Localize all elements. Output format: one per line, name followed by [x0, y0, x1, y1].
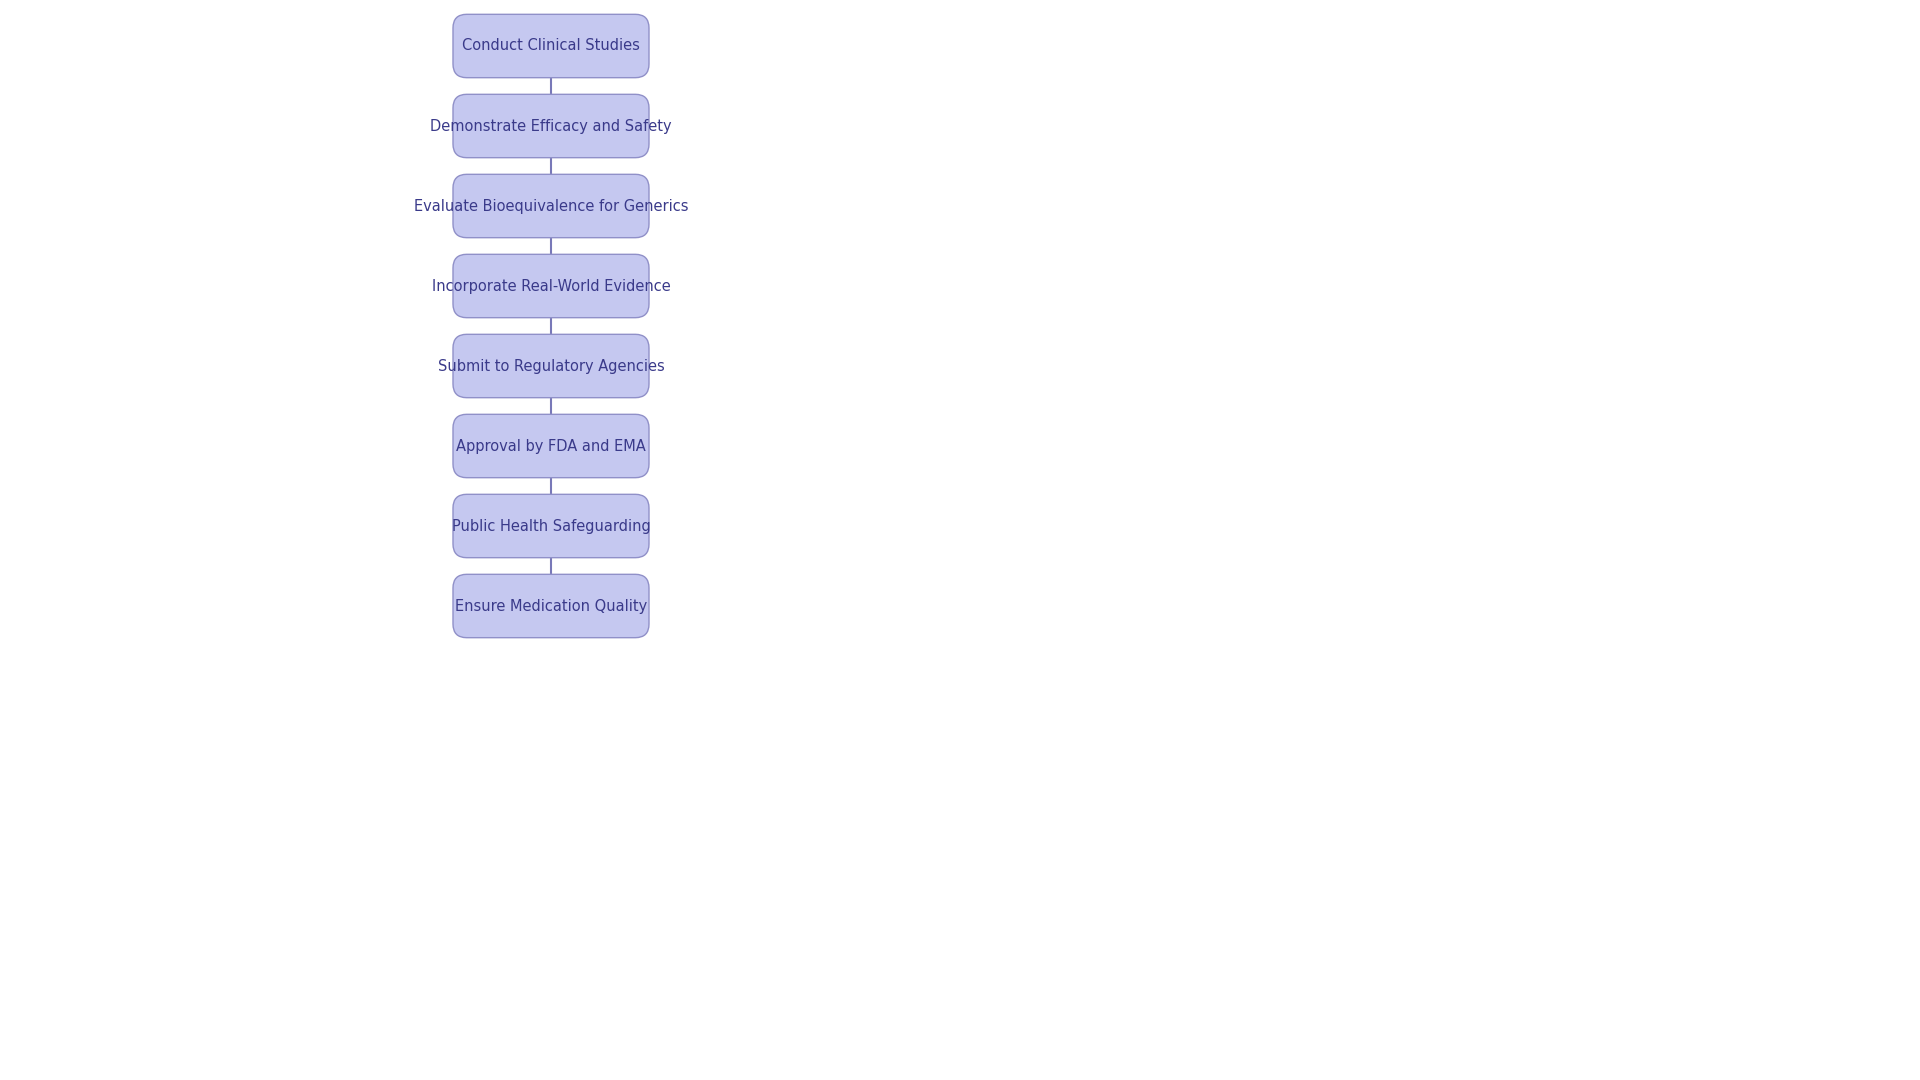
- Text: Evaluate Bioequivalence for Generics: Evaluate Bioequivalence for Generics: [413, 199, 687, 214]
- Text: Public Health Safeguarding: Public Health Safeguarding: [451, 518, 651, 534]
- FancyBboxPatch shape: [453, 495, 649, 557]
- Text: Approval by FDA and EMA: Approval by FDA and EMA: [457, 438, 645, 454]
- FancyBboxPatch shape: [453, 94, 649, 158]
- FancyBboxPatch shape: [453, 174, 649, 238]
- Text: Submit to Regulatory Agencies: Submit to Regulatory Agencies: [438, 359, 664, 374]
- Text: Demonstrate Efficacy and Safety: Demonstrate Efficacy and Safety: [430, 119, 672, 134]
- FancyBboxPatch shape: [453, 335, 649, 397]
- FancyBboxPatch shape: [453, 14, 649, 78]
- Text: Conduct Clinical Studies: Conduct Clinical Studies: [463, 39, 639, 54]
- FancyBboxPatch shape: [453, 415, 649, 477]
- FancyBboxPatch shape: [453, 254, 649, 318]
- FancyBboxPatch shape: [453, 575, 649, 637]
- Text: Ensure Medication Quality: Ensure Medication Quality: [455, 598, 647, 613]
- Text: Incorporate Real-World Evidence: Incorporate Real-World Evidence: [432, 279, 670, 294]
